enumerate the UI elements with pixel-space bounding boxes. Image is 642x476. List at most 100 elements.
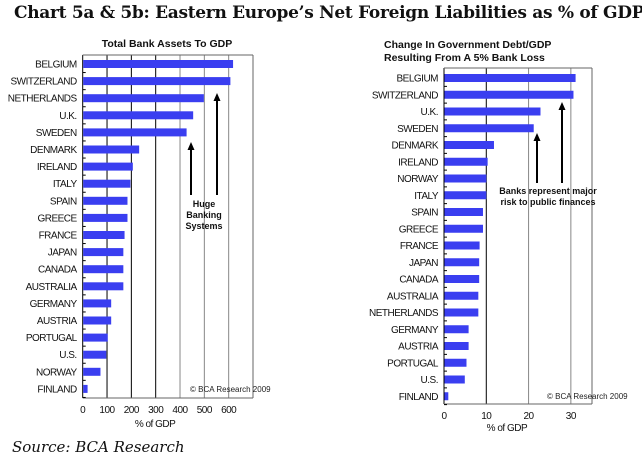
copyright-text: © BCA Research 2009 <box>190 385 271 394</box>
category-label: FRANCE <box>39 231 78 242</box>
x-tick-label: 200 <box>124 405 140 416</box>
category-label: GREECE <box>37 213 77 224</box>
bar-sweden <box>83 128 187 137</box>
bar-japan <box>444 258 480 267</box>
category-label: FINLAND <box>37 384 77 395</box>
category-label: NETHERLANDS <box>369 308 439 319</box>
bar-us <box>83 350 107 359</box>
category-label: PORTUGAL <box>26 333 78 344</box>
category-label: GREECE <box>399 224 439 235</box>
category-label: SWEDEN <box>397 124 438 135</box>
arrow-head-icon <box>187 142 195 150</box>
category-label: CANADA <box>38 265 78 276</box>
x-tick-label: 30 <box>566 411 577 422</box>
bar-greece <box>444 224 483 233</box>
chart-title: Total Bank Assets To GDP <box>102 38 233 50</box>
x-axis-label: % of GDP <box>135 419 176 430</box>
bar-belgium <box>83 60 234 68</box>
category-label: ITALY <box>53 179 78 190</box>
bar-spain <box>444 208 483 216</box>
arrow-head-icon <box>533 133 541 141</box>
bar-australia <box>444 291 479 300</box>
x-tick-label: 0 <box>441 411 447 422</box>
category-label: SPAIN <box>411 208 438 219</box>
bar-norway <box>83 367 101 376</box>
annotation-text: risk to public finances <box>500 197 595 207</box>
category-label: U.K. <box>421 107 438 118</box>
bar-france <box>83 231 125 239</box>
category-label: AUSTRIA <box>37 316 78 327</box>
bar-ireland <box>444 157 488 166</box>
bar-denmark <box>444 141 494 149</box>
bar-spain <box>83 196 128 205</box>
category-label: U.S. <box>421 375 438 386</box>
page-title: Chart 5a & 5b: Eastern Europe’s Net Fore… <box>14 3 642 23</box>
chart-title: Change In Government Debt/GDP <box>384 39 551 51</box>
bar-canada <box>83 265 124 274</box>
category-label: SWITZERLAND <box>372 90 438 101</box>
category-label: AUSTRIA <box>398 342 439 353</box>
category-label: JAPAN <box>409 258 438 269</box>
bar-switzerland <box>444 90 574 99</box>
x-tick-label: 0 <box>80 405 86 416</box>
bar-italy <box>83 179 131 188</box>
category-label: DENMARK <box>391 141 438 152</box>
annotation-text: Banking <box>186 210 222 220</box>
bar-japan <box>83 248 124 257</box>
x-tick-label: 400 <box>172 405 188 416</box>
bar-sweden <box>444 124 534 133</box>
bar-finland <box>444 392 449 401</box>
arrow-head-icon <box>213 93 221 101</box>
arrow-head-icon <box>558 102 566 110</box>
category-label: FRANCE <box>400 241 439 252</box>
bar-uk <box>444 107 541 116</box>
category-label: FINLAND <box>399 392 439 403</box>
bar-ireland <box>83 162 133 171</box>
category-label: AUSTRALIA <box>387 291 439 302</box>
annotation-text: Huge <box>193 199 216 209</box>
category-label: JAPAN <box>48 248 77 259</box>
category-label: GERMANY <box>391 325 439 336</box>
bar-canada <box>444 275 480 283</box>
category-label: U.K. <box>59 111 76 122</box>
chart-title: Resulting From A 5% Bank Loss <box>384 52 545 64</box>
category-label: NORWAY <box>36 367 78 378</box>
annotation-text: Banks represent major <box>499 186 597 196</box>
bar-germany <box>83 299 112 308</box>
bar-austria <box>444 342 469 350</box>
source-note: Source: BCA Research <box>12 438 185 456</box>
bar-france <box>444 241 480 250</box>
category-label: NETHERLANDS <box>8 94 78 105</box>
bar-switzerland <box>83 77 231 86</box>
bar-greece <box>83 213 128 222</box>
category-label: BELGIUM <box>396 74 438 85</box>
x-tick-label: 100 <box>99 405 115 416</box>
category-label: CANADA <box>399 275 439 286</box>
bar-belgium <box>444 74 576 82</box>
x-tick-label: 20 <box>524 411 535 422</box>
category-label: NORWAY <box>397 174 439 185</box>
bar-italy <box>444 191 487 200</box>
bar-us <box>444 375 465 384</box>
bar-portugal <box>444 358 467 367</box>
x-tick-label: 600 <box>221 405 237 416</box>
bar-denmark <box>83 145 140 154</box>
category-label: IRELAND <box>37 162 77 173</box>
bar-norway <box>444 174 487 183</box>
bar-netherlands <box>83 94 204 103</box>
bar-finland <box>83 384 88 393</box>
copyright-text: © BCA Research 2009 <box>547 392 628 401</box>
annotation-text: Systems <box>185 221 222 231</box>
bar-netherlands <box>444 308 479 317</box>
x-axis-label: % of GDP <box>487 423 528 434</box>
bar-portugal <box>83 333 108 342</box>
category-label: ITALY <box>414 191 439 202</box>
category-label: DENMARK <box>30 145 77 156</box>
category-label: GERMANY <box>30 299 78 310</box>
category-label: SWITZERLAND <box>11 77 77 88</box>
category-label: SWEDEN <box>36 128 77 139</box>
bar-austria <box>83 316 112 325</box>
x-tick-label: 300 <box>148 405 164 416</box>
category-label: U.S. <box>59 350 76 361</box>
category-label: IRELAND <box>398 157 438 168</box>
